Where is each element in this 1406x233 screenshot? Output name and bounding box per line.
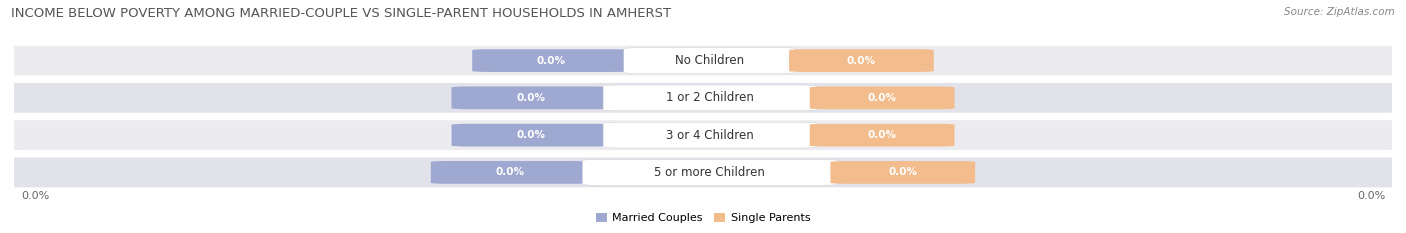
Legend: Married Couples, Single Parents: Married Couples, Single Parents <box>592 209 814 228</box>
FancyBboxPatch shape <box>582 160 838 185</box>
FancyBboxPatch shape <box>624 48 796 73</box>
FancyBboxPatch shape <box>0 120 1406 150</box>
Text: 0.0%: 0.0% <box>537 56 567 65</box>
Text: 1 or 2 Children: 1 or 2 Children <box>666 91 754 104</box>
Text: 0.0%: 0.0% <box>516 93 546 103</box>
FancyBboxPatch shape <box>451 124 610 147</box>
FancyBboxPatch shape <box>810 124 955 147</box>
Text: 3 or 4 Children: 3 or 4 Children <box>666 129 754 142</box>
FancyBboxPatch shape <box>789 49 934 72</box>
Text: 0.0%: 0.0% <box>889 168 917 177</box>
FancyBboxPatch shape <box>0 83 1406 113</box>
FancyBboxPatch shape <box>810 86 955 109</box>
FancyBboxPatch shape <box>603 85 817 111</box>
FancyBboxPatch shape <box>472 49 631 72</box>
FancyBboxPatch shape <box>0 46 1406 75</box>
Text: INCOME BELOW POVERTY AMONG MARRIED-COUPLE VS SINGLE-PARENT HOUSEHOLDS IN AMHERST: INCOME BELOW POVERTY AMONG MARRIED-COUPL… <box>11 7 672 20</box>
Text: 0.0%: 0.0% <box>846 56 876 65</box>
Text: 0.0%: 0.0% <box>1357 191 1385 201</box>
FancyBboxPatch shape <box>451 86 610 109</box>
Text: 0.0%: 0.0% <box>516 130 546 140</box>
Text: No Children: No Children <box>675 54 744 67</box>
Text: 0.0%: 0.0% <box>21 191 49 201</box>
Text: Source: ZipAtlas.com: Source: ZipAtlas.com <box>1284 7 1395 17</box>
FancyBboxPatch shape <box>603 122 817 148</box>
FancyBboxPatch shape <box>430 161 589 184</box>
FancyBboxPatch shape <box>831 161 976 184</box>
Text: 0.0%: 0.0% <box>868 130 897 140</box>
Text: 5 or more Children: 5 or more Children <box>654 166 765 179</box>
Text: 0.0%: 0.0% <box>495 168 524 177</box>
FancyBboxPatch shape <box>0 158 1406 187</box>
Text: 0.0%: 0.0% <box>868 93 897 103</box>
